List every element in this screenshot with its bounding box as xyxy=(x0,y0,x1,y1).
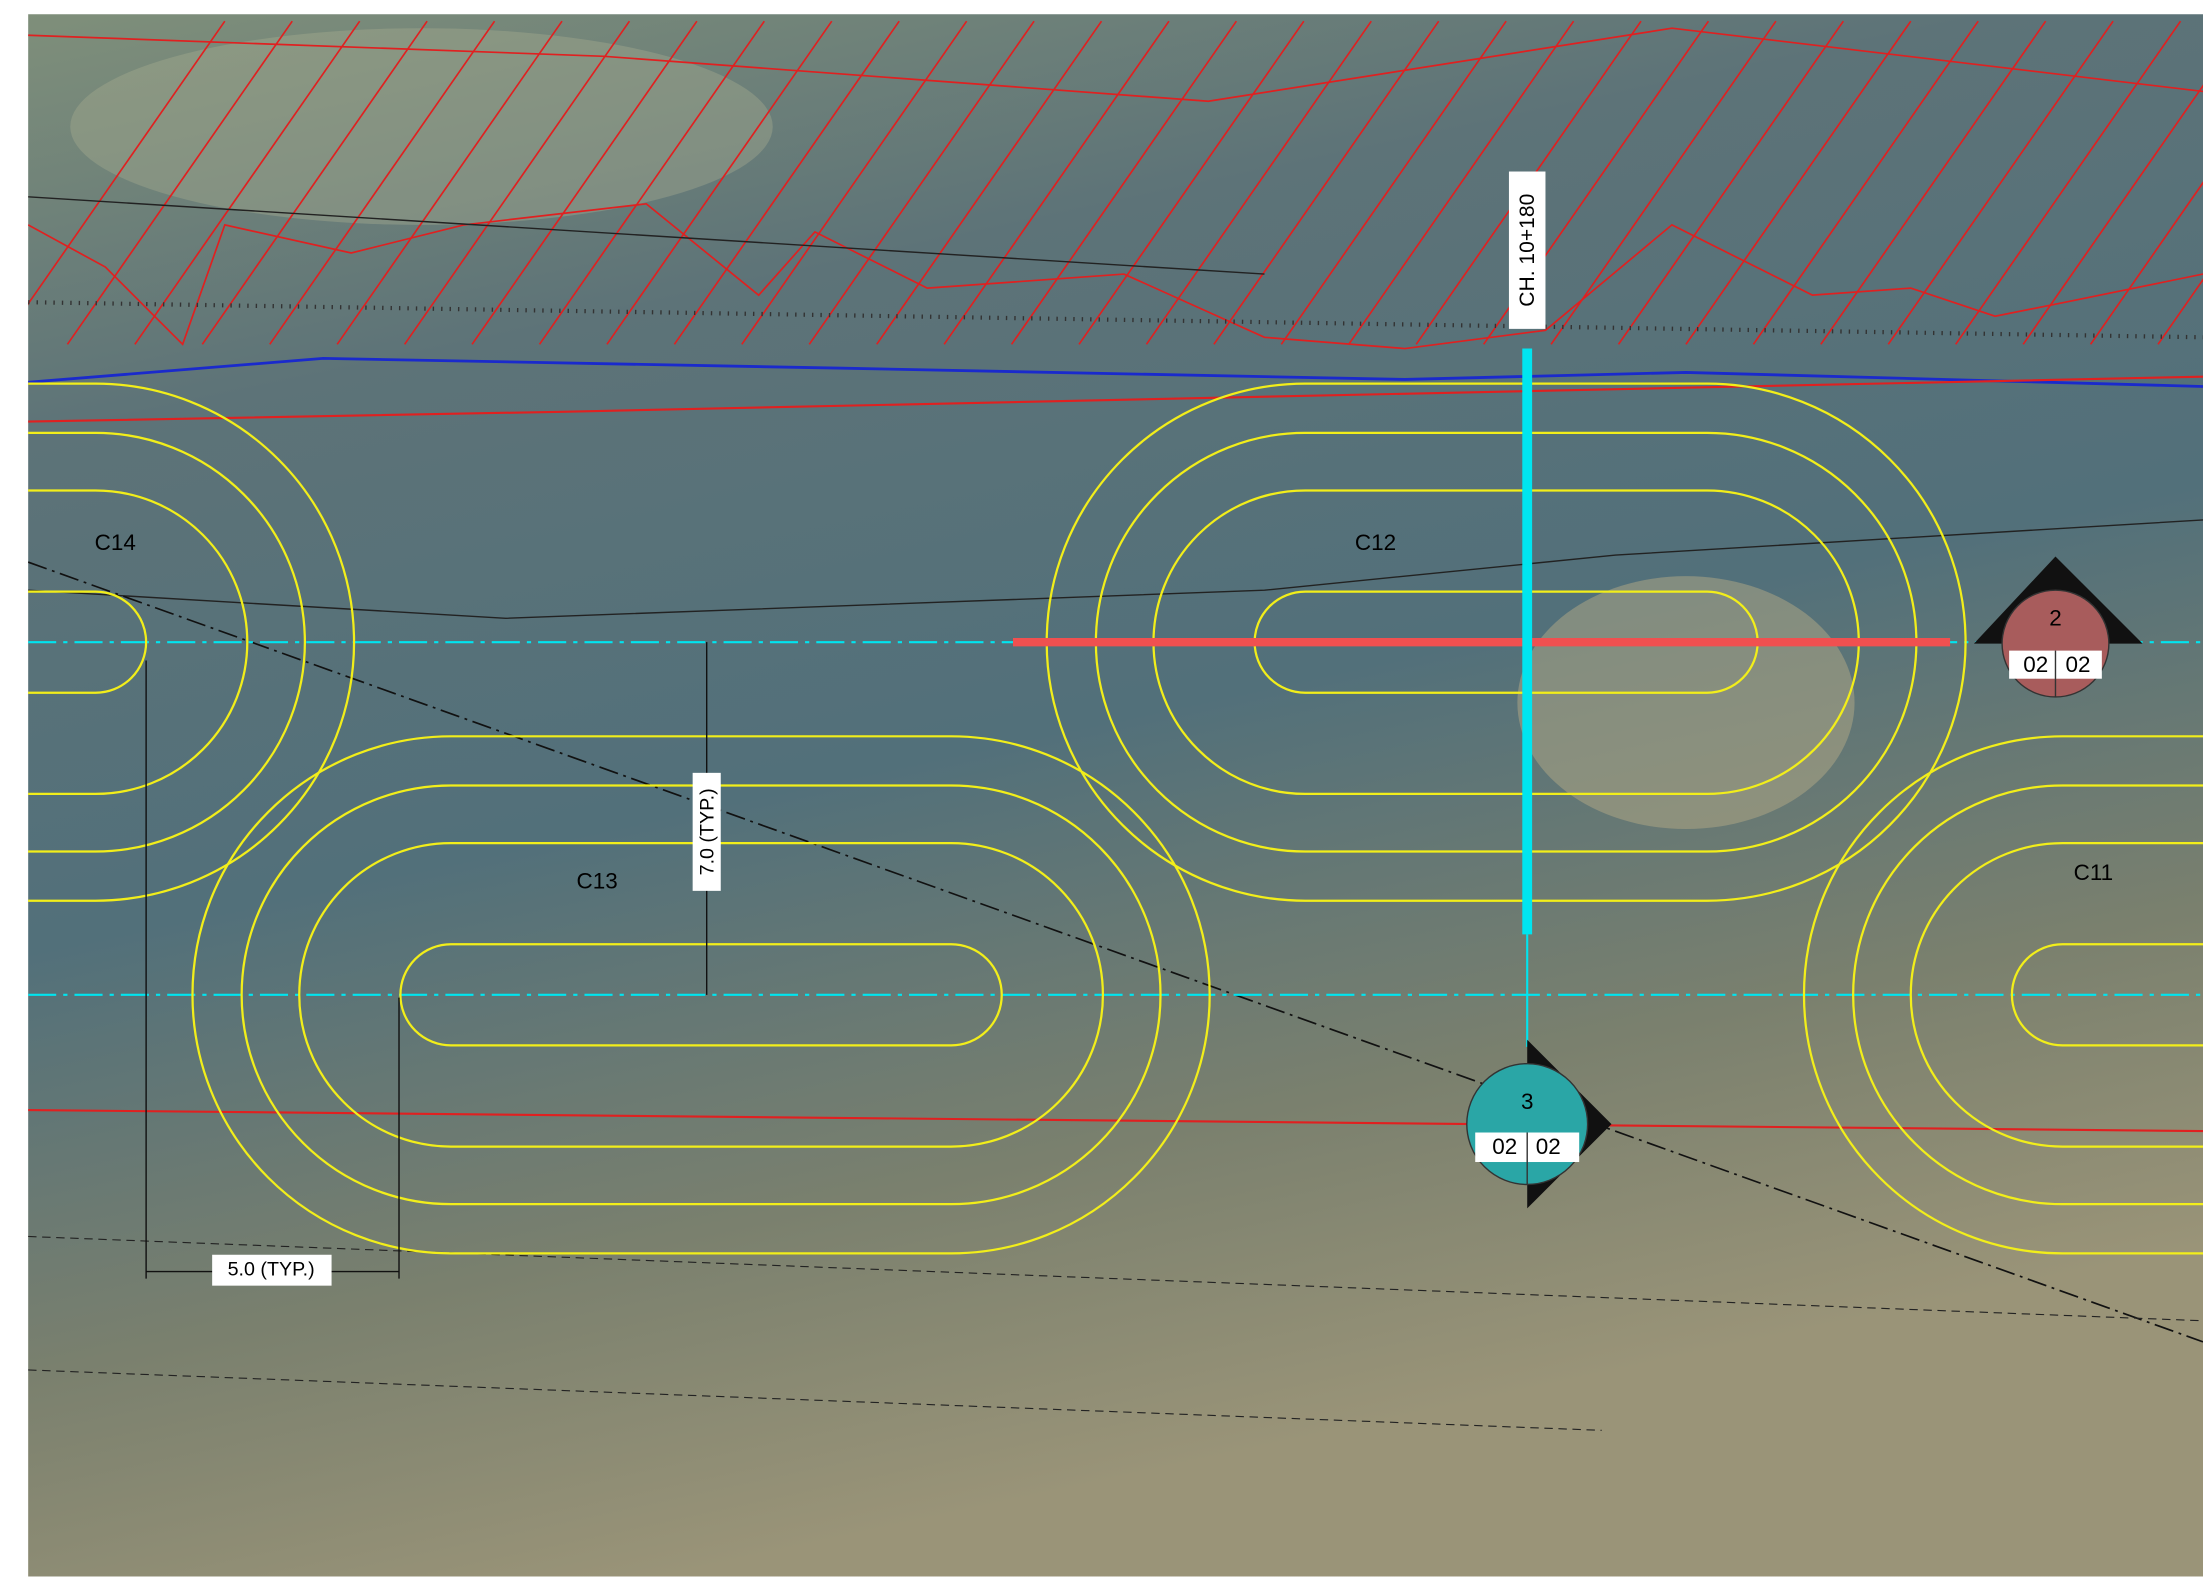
pond-outline xyxy=(399,943,1003,1047)
hatch-line xyxy=(606,20,833,345)
plan: C14 C13 C12 C11 CH. 10+180 7.0 (TYP.) 5.0 (… xyxy=(28,14,2203,1577)
hatch-line xyxy=(673,20,900,345)
sheet-ref: 02 xyxy=(1492,1134,1517,1159)
hatch-line xyxy=(1078,20,1305,345)
hatch-line xyxy=(741,20,968,345)
label-box xyxy=(692,772,721,891)
hatch-line xyxy=(1010,20,1238,345)
label-box xyxy=(1508,171,1546,329)
chainage-label: CH. 10+180 xyxy=(1516,194,1539,307)
hatch-line xyxy=(1213,20,1440,345)
pond-outline xyxy=(1909,842,2203,1148)
section-marker: 2 02 02 xyxy=(1973,556,2143,698)
hatch-line xyxy=(201,20,428,345)
hatch-line xyxy=(1820,20,2047,345)
hatch-line xyxy=(1145,20,1372,345)
cell-label: C13 xyxy=(577,868,618,893)
dimension-label: 5.0 (TYP.) xyxy=(228,1258,315,1280)
pond-outline xyxy=(1852,784,2203,1206)
sheet-ref: 02 xyxy=(2023,652,2048,677)
hatch-line xyxy=(471,20,698,345)
hatch-line xyxy=(876,20,1103,345)
pond-outline xyxy=(2010,943,2203,1047)
hatch-line xyxy=(336,20,563,345)
hatch-line xyxy=(1280,20,1507,345)
hatch-line xyxy=(943,20,1170,345)
hatch-line xyxy=(134,20,361,345)
section-number: 2 xyxy=(2049,606,2062,631)
dimension-label: 7.0 (TYP.) xyxy=(696,788,718,875)
hatch-line xyxy=(1887,20,2114,345)
sheet-ref: 02 xyxy=(2065,652,2090,677)
hatch-line xyxy=(1752,20,1979,345)
hatch-line xyxy=(1617,20,1845,345)
hatch-line xyxy=(2022,84,2203,345)
pond-outline xyxy=(28,590,148,694)
pond-outline xyxy=(28,431,306,853)
section-number: 3 xyxy=(1521,1089,1534,1114)
hatch-line xyxy=(808,20,1035,345)
hatch-line xyxy=(538,20,765,345)
hatch-line xyxy=(1955,20,2182,345)
pond-outline xyxy=(28,489,249,795)
section-marker: 3 02 02 xyxy=(1466,1039,1612,1209)
pond-outline xyxy=(1802,735,2203,1255)
hatch-line xyxy=(1348,20,1575,345)
hatch-zone xyxy=(28,20,2203,350)
sheet-ref: 02 xyxy=(1536,1134,1561,1159)
hatch-line xyxy=(403,20,631,345)
hatch-line xyxy=(1550,20,1777,345)
cell-label: C12 xyxy=(1355,530,1396,555)
label-box xyxy=(212,1254,332,1286)
hatch-line xyxy=(1685,20,1912,345)
hatch-line xyxy=(269,20,496,345)
pond-outline xyxy=(28,382,356,902)
hatch-line xyxy=(66,20,293,345)
cell-label: C14 xyxy=(95,530,136,555)
hatch-line xyxy=(2089,181,2203,345)
cell-label: C11 xyxy=(2074,860,2114,885)
pond-outline xyxy=(191,735,1211,1255)
terrain xyxy=(1517,576,1855,830)
hatch-line xyxy=(2157,278,2203,345)
hatch-line xyxy=(28,20,226,306)
